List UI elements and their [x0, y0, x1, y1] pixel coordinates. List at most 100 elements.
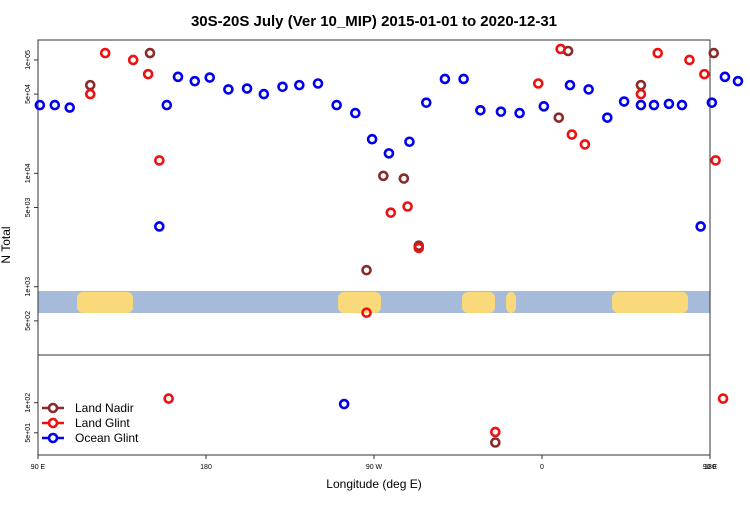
- land-glint-point: [361, 307, 372, 319]
- land-glint-point: [142, 68, 154, 80]
- ocean-glint-point: [732, 75, 744, 87]
- land-glint-point: [579, 139, 591, 150]
- legend-label: Ocean Glint: [75, 431, 139, 445]
- land-glint-point: [127, 54, 139, 66]
- land-glint-point: [413, 242, 425, 254]
- ocean-glint-point: [154, 221, 165, 232]
- land-glint-point: [99, 47, 111, 59]
- y-axis-label: N Total: [0, 226, 13, 263]
- legend-marker: [47, 402, 59, 414]
- land-glint-point: [717, 393, 729, 404]
- ocean-glint-point: [439, 73, 451, 85]
- bottom-panel-frame: [37, 354, 711, 456]
- ocean-glint-point: [495, 106, 507, 117]
- ocean-glint-point: [706, 97, 718, 108]
- legend-marker: [47, 432, 59, 444]
- land-glint-point: [402, 201, 413, 212]
- land-nadir-point: [398, 173, 410, 184]
- legend-label: Land Glint: [75, 416, 130, 430]
- ocean-glint-point: [294, 79, 305, 91]
- land-nadir-point: [635, 79, 647, 91]
- x-axis-label: Longitude (deg E): [326, 477, 421, 491]
- ocean-glint-point: [223, 84, 234, 95]
- land-glint-point: [566, 129, 578, 140]
- ocean-glint-point: [404, 136, 415, 148]
- land-nadir-point: [553, 112, 565, 123]
- ocean-glint-point: [64, 102, 76, 113]
- ocean-glint-point: [676, 99, 688, 111]
- map-strip: [38, 291, 710, 313]
- ocean-glint-point: [34, 99, 46, 111]
- y-tick-label: 5e+04: [25, 84, 32, 104]
- x-tick-label: 0: [540, 464, 544, 471]
- land-glint-point: [699, 68, 710, 80]
- data-points: [34, 43, 744, 448]
- ocean-glint-point: [564, 79, 576, 91]
- ocean-glint-point: [161, 99, 173, 111]
- ocean-glint-point: [258, 88, 270, 100]
- land-glint-point: [710, 155, 721, 166]
- x-tick-label: 90 W: [366, 464, 383, 471]
- ocean-glint-point: [331, 99, 342, 111]
- ocean-glint-point: [49, 99, 61, 111]
- ocean-glint-point: [583, 84, 594, 95]
- ocean-glint-point: [695, 221, 706, 232]
- ocean-glint-point: [514, 107, 525, 119]
- land-mass: [506, 292, 516, 313]
- ocean-glint-point: [366, 133, 378, 145]
- ocean-glint-point: [602, 112, 613, 123]
- land-glint-point: [490, 426, 501, 438]
- land-nadir-point: [144, 47, 156, 59]
- ocean-glint-point: [635, 99, 647, 111]
- ocean-glint-point: [538, 101, 550, 112]
- land-mass: [338, 292, 381, 313]
- ocean-glint-point: [458, 73, 469, 85]
- ocean-glint-point: [420, 97, 432, 108]
- land-glint-point: [84, 88, 96, 100]
- ocean-glint-point: [350, 107, 361, 119]
- y-tick-label: 5e+02: [25, 311, 32, 331]
- land-glint-point: [532, 78, 544, 89]
- chart-title: 30S-20S July (Ver 10_MIP) 2015-01-01 to …: [191, 13, 557, 30]
- x-tick-label: 180: [200, 464, 212, 471]
- land-mass: [77, 292, 133, 313]
- x-tick-label: 180: [704, 464, 716, 471]
- y-tick-label: 1e+02: [25, 393, 32, 413]
- ocean-glint-point: [338, 398, 350, 410]
- ocean-glint-point: [648, 99, 660, 111]
- land-glint-point: [555, 43, 566, 55]
- land-glint-point: [385, 207, 397, 218]
- ocean-glint-point: [312, 78, 324, 89]
- ocean-glint-point: [383, 148, 395, 159]
- ocean-glint-point: [719, 71, 731, 83]
- ocean-glint-point: [277, 81, 288, 93]
- y-tick-label: 5e+03: [25, 198, 32, 218]
- land-mass: [462, 292, 495, 313]
- y-tick-label: 1e+05: [25, 50, 32, 70]
- y-tick-label: 1e+03: [25, 277, 32, 297]
- land-glint-point: [163, 393, 174, 404]
- legend-marker: [47, 417, 59, 429]
- land-mass: [612, 292, 688, 313]
- land-nadir-point: [378, 170, 389, 182]
- ocean-glint-point: [172, 71, 184, 83]
- ocean-glint-point: [475, 104, 486, 116]
- y-tick-label: 5e+01: [25, 423, 32, 443]
- legend-label: Land Nadir: [75, 401, 134, 415]
- land-nadir-point: [84, 79, 96, 91]
- land-nadir-point: [361, 264, 372, 276]
- plot-frames: [37, 39, 711, 456]
- land-glint-point: [635, 88, 647, 100]
- axes: 90 E 180 90 W 0 90 E1805e+021e+035e+031e+045…: [25, 50, 718, 471]
- x-tick-label: 90 E: [31, 464, 46, 471]
- ocean-glint-point: [663, 98, 675, 110]
- land-glint-point: [684, 54, 695, 66]
- land-glint-point: [652, 47, 664, 59]
- ocean-glint-point: [618, 96, 630, 107]
- ocean-glint-point: [189, 75, 201, 87]
- ocean-glint-point: [241, 83, 253, 94]
- ocean-glint-point: [204, 72, 216, 83]
